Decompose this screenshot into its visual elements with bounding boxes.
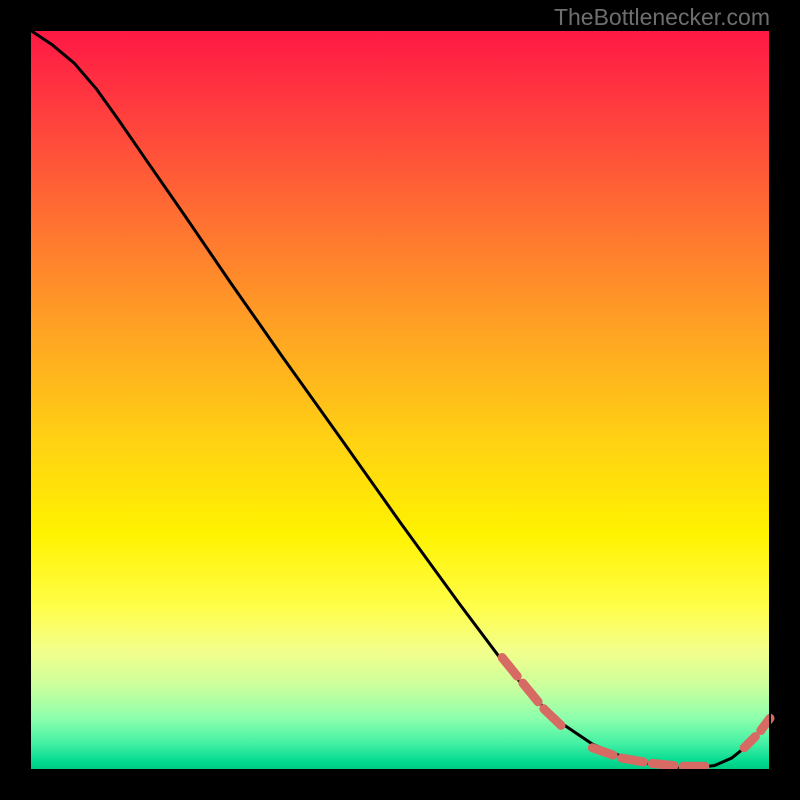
watermark-text: TheBottlenecker.com xyxy=(554,4,770,31)
chart-svg xyxy=(0,0,800,800)
plot-background xyxy=(30,30,770,770)
plot-area xyxy=(30,30,770,770)
chart-stage: TheBottlenecker.com xyxy=(0,0,800,800)
